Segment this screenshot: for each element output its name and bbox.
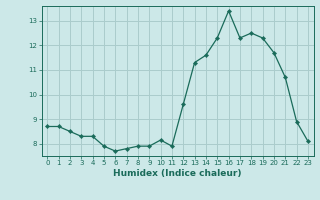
X-axis label: Humidex (Indice chaleur): Humidex (Indice chaleur) bbox=[113, 169, 242, 178]
